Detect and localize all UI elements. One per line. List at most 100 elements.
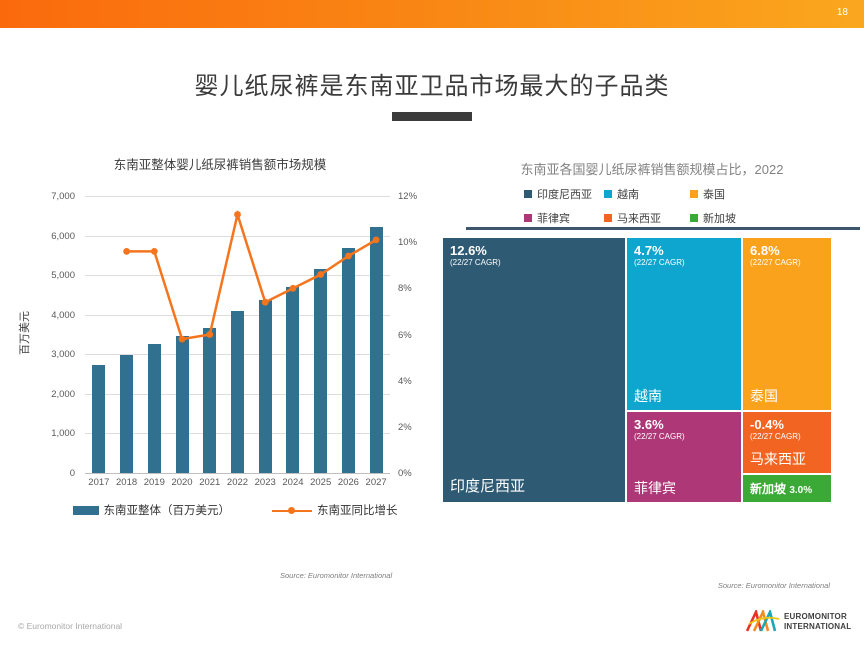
x-tick-2025: 2025 xyxy=(310,477,332,488)
x-tick-2019: 2019 xyxy=(143,477,165,488)
y-tick-right: 8% xyxy=(398,283,412,295)
treemap-cell-菲律宾: 3.6% (22/27 CAGR) 菲律宾 xyxy=(627,412,741,502)
y-tick-right: 2% xyxy=(398,421,412,433)
cell-cagr-note: (22/27 CAGR) xyxy=(750,432,801,441)
title-underline xyxy=(392,112,472,121)
gridline xyxy=(85,235,390,237)
combo-chart-panel: 东南亚整体婴儿纸尿裤销售额市场规模 百万美元 东南亚整体（百万美元） 东南亚同比增… xyxy=(0,150,440,562)
bar-2018 xyxy=(120,354,134,473)
combo-plot-area xyxy=(85,196,390,474)
y-tick-left: 4,000 xyxy=(51,309,75,321)
bar-2017 xyxy=(92,365,106,473)
treemap-cell-印度尼西亚: 12.6% (22/27 CAGR) 印度尼西亚 xyxy=(443,238,625,502)
cell-cagr-note: (22/27 CAGR) xyxy=(634,258,685,267)
y-tick-left: 5,000 xyxy=(51,270,75,282)
line-point xyxy=(150,248,158,255)
treemap-title: 东南亚各国婴儿纸尿裤销售额规模占比，2022 xyxy=(520,162,784,177)
euromonitor-logo: EUROMONITOR INTERNATIONAL xyxy=(746,610,851,633)
growth-line xyxy=(123,209,380,343)
y-tick-right: 0% xyxy=(398,468,412,479)
legend-bar-swatch xyxy=(72,505,99,515)
cell-cagr-note: (22/27 CAGR) xyxy=(634,432,685,441)
treemap-legend-item: 菲律宾 xyxy=(524,210,604,226)
treemap-cell-马来西亚: -0.4% (22/27 CAGR) 马来西亚 xyxy=(743,412,831,473)
treemap-legend-swatch xyxy=(604,190,612,198)
cell-cagr-note: (22/27 CAGR) xyxy=(750,258,801,267)
y-tick-right: 12% xyxy=(398,191,418,202)
bar-2027 xyxy=(369,226,383,473)
y-tick-left: 1,000 xyxy=(51,428,75,440)
logo-line1: EUROMONITOR xyxy=(784,611,847,621)
logo-line2: INTERNATIONAL xyxy=(784,621,852,631)
x-tick-2024: 2024 xyxy=(282,477,304,488)
treemap-legend-item: 泰国 xyxy=(690,186,736,202)
gridline xyxy=(85,275,390,277)
legend-line-swatch xyxy=(272,506,312,515)
source-note-right: Source: Euromonitor International xyxy=(717,581,830,590)
cell-cagr-note: (22/27 CAGR) xyxy=(450,258,501,267)
bar-2024 xyxy=(286,286,300,473)
treemap-panel: 东南亚各国婴儿纸尿裤销售额规模占比，2022 印度尼西亚 越南 泰国 菲律宾 马来西亚新… xyxy=(440,150,864,562)
y-axis-label: 百万美元 xyxy=(19,311,31,355)
euromonitor-logo-text: EUROMONITOR INTERNATIONAL xyxy=(784,612,851,632)
y-tick-left: 7,000 xyxy=(51,191,75,202)
legend-item: 东南亚同比增长 xyxy=(272,502,398,518)
treemap-legend-item: 印度尼西亚 xyxy=(524,186,604,202)
legend-dot xyxy=(288,506,295,514)
line-point xyxy=(123,248,130,255)
x-tick-2026: 2026 xyxy=(337,477,359,488)
treemap-legend-swatch xyxy=(690,214,698,222)
line-point xyxy=(289,284,297,292)
treemap-legend-swatch xyxy=(524,214,532,222)
x-tick-2022: 2022 xyxy=(226,477,249,488)
treemap-legend-item: 越南 xyxy=(604,186,690,202)
cell-country-name: 泰国 xyxy=(750,388,778,404)
bar-2021 xyxy=(203,327,217,473)
line-point xyxy=(206,331,214,338)
treemap-legend-label: 印度尼西亚 xyxy=(537,189,592,201)
line-point xyxy=(234,211,241,218)
cell-cagr-value: -0.4% xyxy=(750,417,784,432)
gridline xyxy=(85,473,390,474)
treemap-legend-item: 新加坡 xyxy=(690,210,736,226)
x-tick-2021: 2021 xyxy=(199,477,221,488)
bar-2025 xyxy=(314,269,328,473)
slide-title: 婴儿纸尿裤是东南亚卫品市场最大的子品类 xyxy=(194,72,670,100)
x-tick-2018: 2018 xyxy=(116,477,138,488)
y-tick-left: 0 xyxy=(69,468,75,479)
treemap-top-rule xyxy=(466,227,860,230)
treemap-cell-泰国: 6.8% (22/27 CAGR) 泰国 xyxy=(743,238,831,410)
y-tick-left: 3,000 xyxy=(51,349,75,361)
y-tick-right: 4% xyxy=(398,375,412,387)
treemap-legend-label: 泰国 xyxy=(703,189,725,201)
x-tick-2020: 2020 xyxy=(171,477,193,488)
y-tick-right: 6% xyxy=(398,329,412,341)
cell-country-name: 菲律宾 xyxy=(634,480,676,496)
copyright-note: © Euromonitor International xyxy=(18,621,123,631)
gridline xyxy=(85,196,390,197)
line-point xyxy=(372,236,380,244)
x-tick-2023: 2023 xyxy=(254,477,276,488)
treemap-legend-swatch xyxy=(524,190,532,198)
bar-2026 xyxy=(341,248,355,473)
treemap-cell-新加坡: 新加坡 3.0% xyxy=(743,475,831,502)
bar-2019 xyxy=(147,343,161,473)
combo-chart-title: 东南亚整体婴儿纸尿裤销售额市场规模 xyxy=(113,158,327,172)
treemap-legend-swatch xyxy=(604,214,612,222)
cell-cagr-value: 12.6% xyxy=(450,243,487,258)
line-point xyxy=(317,271,325,278)
cell-country-name: 新加坡 3.0% xyxy=(750,482,813,496)
treemap-legend-label: 越南 xyxy=(617,189,639,201)
x-tick-2027: 2027 xyxy=(365,477,387,488)
euromonitor-logo-mark xyxy=(746,610,780,632)
treemap-legend: 印度尼西亚 越南 泰国 菲律宾 马来西亚 新加坡 xyxy=(524,186,736,226)
header-bar: 18 xyxy=(0,0,864,28)
y-tick-left: 2,000 xyxy=(51,388,75,400)
legend-label: 东南亚整体（百万美元） xyxy=(103,505,231,517)
treemap-legend-swatch xyxy=(690,190,698,198)
cell-cagr-value: 4.7% xyxy=(634,243,664,258)
line-point xyxy=(261,298,269,306)
line-point xyxy=(178,335,186,343)
y-tick-right: 10% xyxy=(398,237,418,249)
